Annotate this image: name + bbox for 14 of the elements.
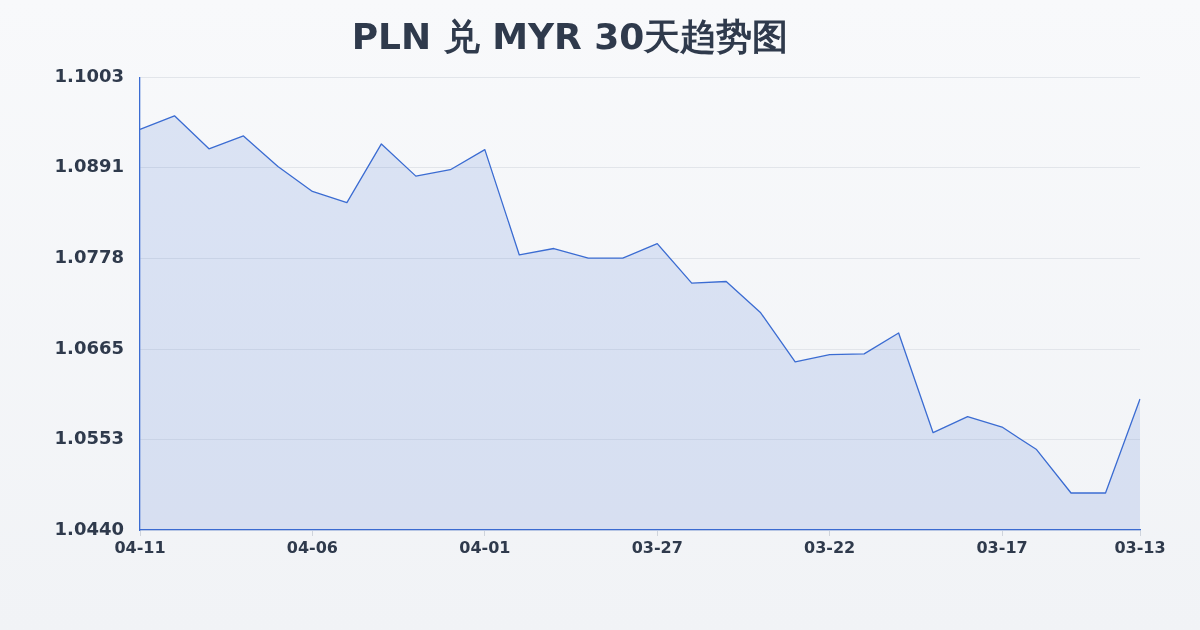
y-tick-label: 1.0553 [54, 426, 124, 448]
y-tick-label: 1.1003 [54, 64, 124, 86]
x-tick-label: 03-22 [804, 537, 856, 557]
y-tick-label: 1.0778 [54, 245, 124, 267]
x-tick-label: 04-01 [459, 537, 511, 557]
x-tick-label: 04-06 [286, 537, 338, 557]
x-tick-label: 03-27 [631, 537, 683, 557]
y-tick-label: 1.0440 [54, 517, 124, 539]
chart-title: PLN 兑 MYR 30天趋势图 [351, 15, 789, 57]
y-tick-label: 1.0665 [54, 336, 124, 358]
x-tick-label: 03-17 [976, 537, 1028, 557]
y-tick-label: 1.0891 [54, 154, 124, 176]
x-tick-label: 03-13 [1114, 537, 1166, 557]
x-tick-label: 04-11 [114, 537, 166, 557]
